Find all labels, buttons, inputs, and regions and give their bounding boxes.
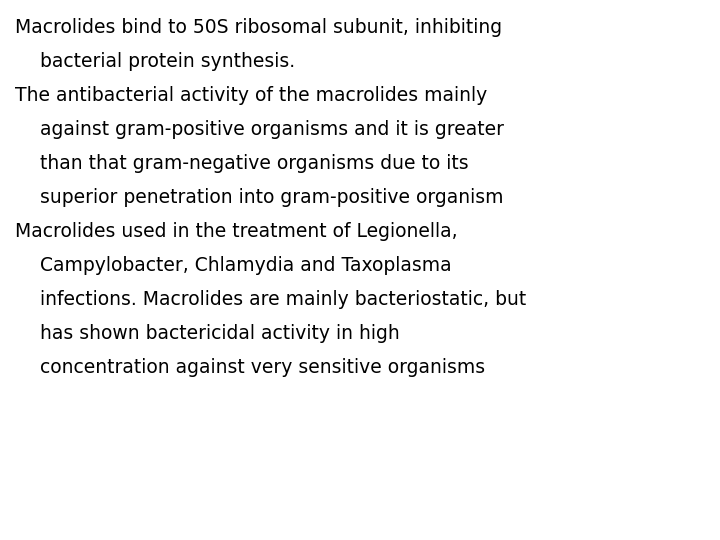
Text: infections. Macrolides are mainly bacteriostatic, but: infections. Macrolides are mainly bacter… — [40, 290, 526, 309]
Text: bacterial protein synthesis.: bacterial protein synthesis. — [40, 52, 295, 71]
Text: against gram-positive organisms and it is greater: against gram-positive organisms and it i… — [40, 120, 504, 139]
Text: Macrolides bind to 50S ribosomal subunit, inhibiting: Macrolides bind to 50S ribosomal subunit… — [15, 18, 502, 37]
Text: than that gram-negative organisms due to its: than that gram-negative organisms due to… — [40, 154, 469, 173]
Text: Macrolides used in the treatment of Legionella,: Macrolides used in the treatment of Legi… — [15, 222, 458, 241]
Text: The antibacterial activity of the macrolides mainly: The antibacterial activity of the macrol… — [15, 86, 487, 105]
Text: Campylobacter, Chlamydia and Taxoplasma: Campylobacter, Chlamydia and Taxoplasma — [40, 256, 451, 275]
Text: concentration against very sensitive organisms: concentration against very sensitive org… — [40, 358, 485, 377]
Text: has shown bactericidal activity in high: has shown bactericidal activity in high — [40, 324, 400, 343]
Text: superior penetration into gram-positive organism: superior penetration into gram-positive … — [40, 188, 503, 207]
